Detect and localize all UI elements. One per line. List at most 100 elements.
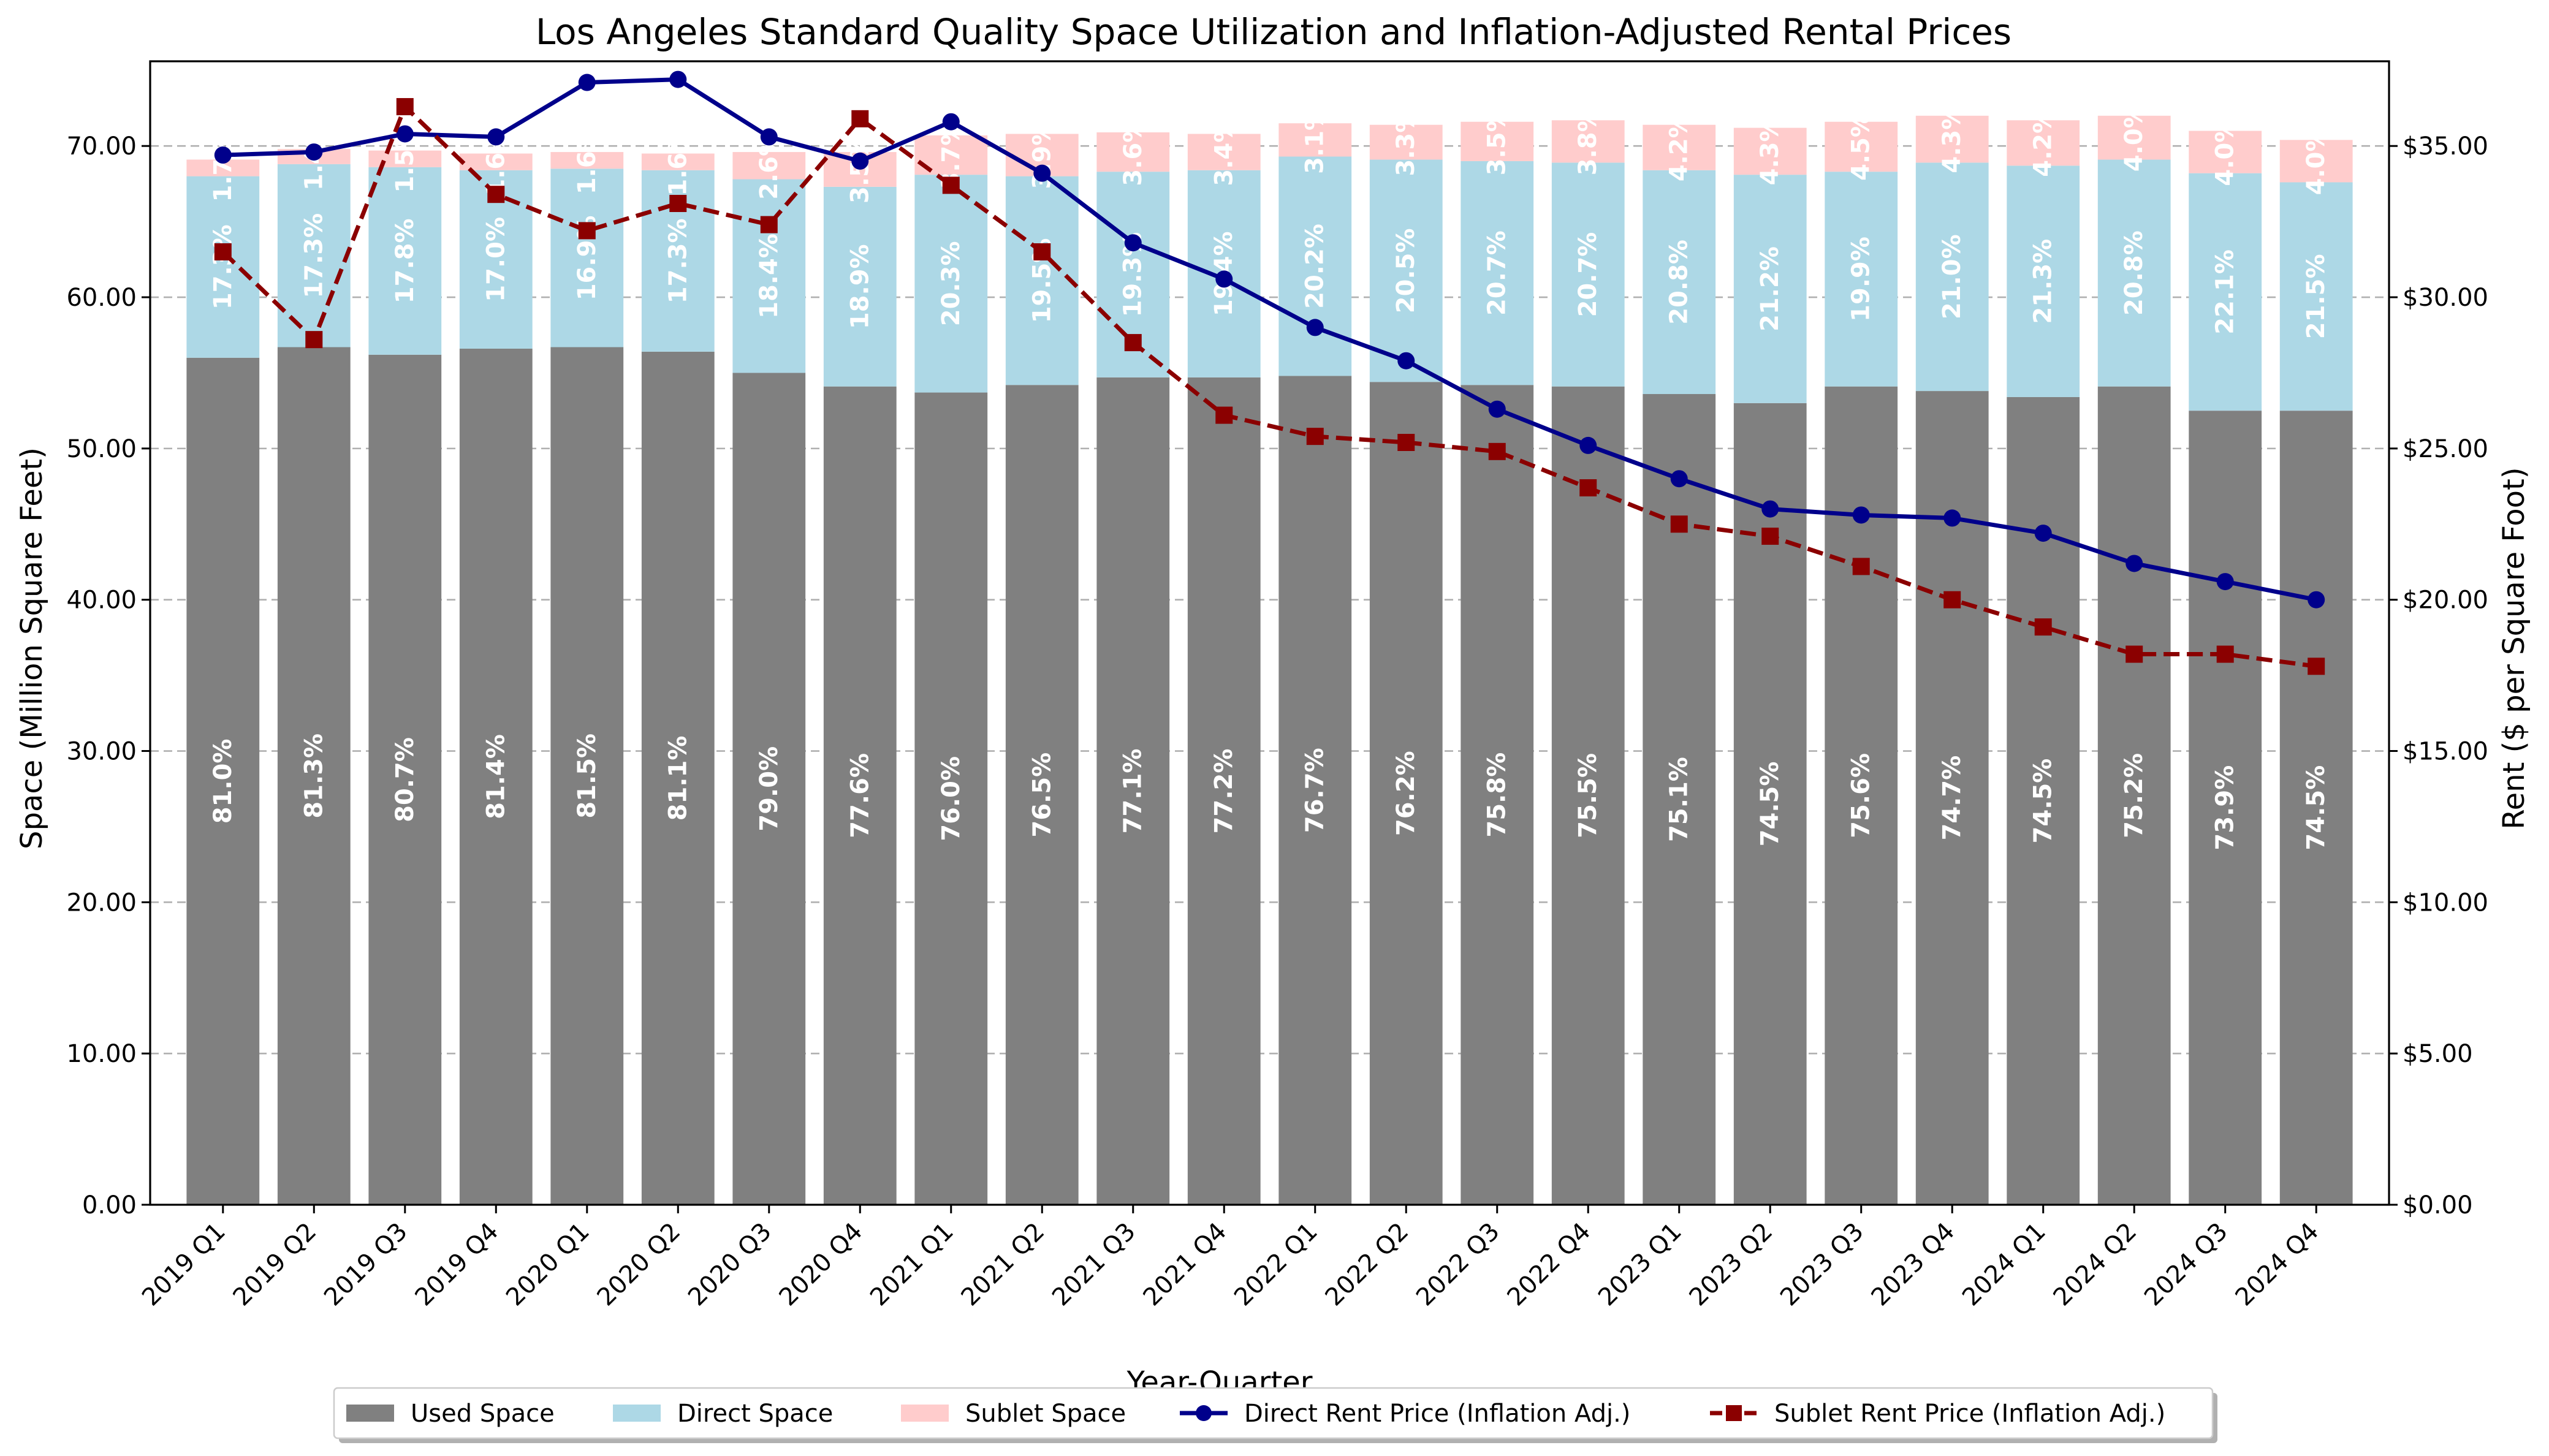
bar-data-label: 21.3% (2029, 239, 2057, 324)
legend-label: Direct Space (677, 1400, 833, 1428)
data-point (1579, 479, 1597, 497)
line-layer (214, 70, 2325, 675)
y-tick-label: 40.00 (66, 586, 137, 615)
bar-direct-space (1733, 175, 1807, 403)
bar-data-label: 75.1% (1665, 757, 1693, 842)
data-point (1670, 470, 1688, 488)
data-point (214, 243, 232, 260)
data-point (1215, 406, 1233, 424)
legend-marker (1196, 1405, 1212, 1421)
x-tick-label: 2024 Q2 (2048, 1218, 2143, 1312)
x-tick-label: 2022 Q1 (1229, 1218, 1323, 1312)
bar-used-space (1187, 377, 1261, 1205)
bar-data-label: 4.3% (1756, 117, 1784, 185)
bar-data-label: 17.3% (209, 224, 237, 309)
x-tick-label: 2022 Q3 (1411, 1218, 1505, 1312)
bar-data-label: 74.5% (1756, 762, 1784, 847)
bar-data-label: 18.9% (846, 244, 874, 329)
data-point (2308, 658, 2325, 675)
legend-swatch (346, 1405, 394, 1422)
bar-used-space (1551, 386, 1625, 1205)
x-tick-label: 2023 Q2 (1684, 1218, 1779, 1312)
y-tick-label: 0.00 (82, 1191, 137, 1219)
bar-data-label: 20.7% (1574, 232, 1602, 317)
data-point (487, 128, 505, 146)
data-point (669, 195, 687, 213)
data-point (1670, 515, 1688, 533)
legend-box (333, 1387, 2214, 1439)
bar-data-label: 17.8% (391, 218, 419, 303)
data-point (2216, 645, 2234, 663)
data-point (942, 176, 960, 194)
bar-data-label: 81.3% (300, 734, 328, 819)
bar-sublet-space (1187, 134, 1261, 170)
data-point (760, 216, 778, 233)
data-point (1488, 442, 1506, 460)
bar-direct-space (1915, 162, 1989, 392)
y2-axis-title: Rent ($ per Square Foot) (2497, 467, 2531, 829)
y2-tick-label: $15.00 (2403, 738, 2488, 766)
bar-sublet-space (1825, 121, 1898, 172)
bar-used-space (823, 386, 897, 1205)
bar-data-label: 4.2% (2029, 109, 2057, 177)
data-point (396, 98, 414, 116)
bar-data-label: 1.7% (209, 134, 237, 202)
x-tick-label: 2022 Q2 (1320, 1218, 1415, 1312)
bar-data-label: 74.5% (2029, 759, 2057, 844)
bar-data-label: 75.2% (2120, 753, 2148, 838)
bar-direct-space (277, 164, 351, 347)
y-tick-label: 60.00 (66, 284, 137, 312)
legend-label: Used Space (411, 1400, 555, 1428)
bar-data-label: 22.1% (2211, 249, 2239, 335)
bar-data-label: 21.2% (1756, 246, 1784, 332)
data-point (305, 143, 323, 161)
bar-data-label: 3.8% (1574, 107, 1602, 175)
legend: Used Space Direct Space Sublet Space Direct… (333, 1387, 2217, 1443)
bar-used-space (1369, 382, 1443, 1205)
legend-label: Sublet Rent Price (Inflation Adj.) (1774, 1400, 2165, 1428)
data-point (2308, 591, 2325, 609)
data-point (851, 110, 869, 127)
bar-data-label: 3.6% (1119, 118, 1147, 186)
bar-direct-space (1369, 159, 1443, 382)
bar-data-label: 3.1% (1301, 106, 1329, 174)
data-point (1124, 334, 1142, 352)
x-tick-label: 2020 Q2 (592, 1218, 686, 1312)
bar-data-label: 81.4% (482, 734, 510, 819)
y2-tick-label: $25.00 (2403, 435, 2488, 463)
data-point (1033, 243, 1051, 260)
data-point (1852, 558, 1870, 575)
data-point (1124, 234, 1142, 252)
bar-used-space (641, 351, 715, 1205)
bar-data-label: 75.5% (1574, 753, 1602, 838)
x-tick-label: 2024 Q4 (2230, 1218, 2325, 1312)
bar-direct-space (2007, 165, 2080, 397)
data-point (851, 152, 869, 170)
bar-used-space (1278, 376, 1352, 1205)
data-point (1215, 270, 1233, 288)
bar-direct-space (2279, 182, 2353, 411)
data-point (1306, 319, 1324, 336)
data-point (1943, 509, 1961, 527)
bar-data-label: 73.9% (2211, 765, 2239, 851)
bar-sublet-space (1461, 121, 1534, 161)
x-tick-label: 2021 Q3 (1047, 1218, 1141, 1312)
bar-direct-space (1461, 161, 1534, 385)
bar-used-space (1005, 385, 1079, 1205)
data-point (760, 128, 778, 146)
bar-used-space (2097, 386, 2171, 1205)
bar-data-label: 77.1% (1119, 749, 1147, 834)
bar-sublet-space (1369, 124, 1443, 160)
data-point (2216, 573, 2234, 591)
x-tick-label: 2020 Q4 (774, 1218, 868, 1312)
bar-data-label: 80.7% (391, 737, 419, 822)
bar-sublet-space (2279, 140, 2353, 183)
bar-data-label: 19.9% (1847, 237, 1875, 322)
bar-data-label: 20.7% (1483, 230, 1511, 316)
legend-label: Sublet Space (965, 1400, 1126, 1428)
bar-direct-space (1005, 176, 1079, 385)
bar-data-label: 77.6% (846, 753, 874, 838)
bar-data-label: 18.4% (755, 233, 783, 319)
bar-sublet-space (2189, 131, 2262, 173)
